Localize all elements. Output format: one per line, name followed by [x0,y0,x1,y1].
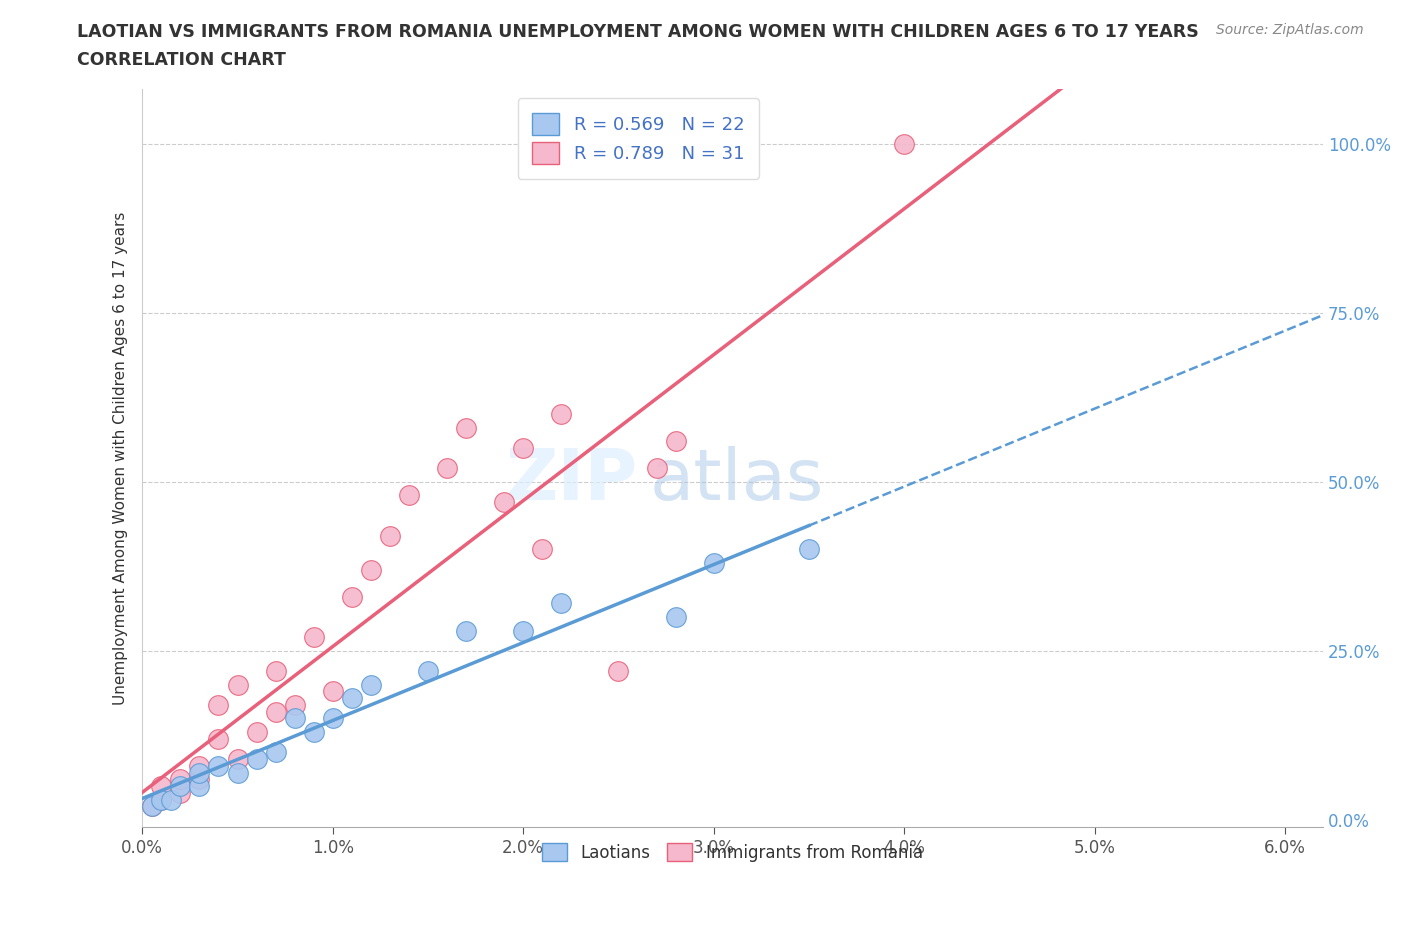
Point [169,778,191,793]
Point [160,792,183,807]
Point [512,441,534,456]
Point [150,792,173,807]
Point [264,745,287,760]
Point [188,772,211,787]
Point [360,563,382,578]
Point [302,724,325,739]
Point [703,555,725,570]
Point [398,488,420,503]
Point [302,630,325,644]
Point [797,542,820,557]
Point [512,623,534,638]
Text: CORRELATION CHART: CORRELATION CHART [77,51,287,69]
Point [264,704,287,719]
Point [340,691,363,706]
Point [494,495,516,510]
Point [264,664,287,679]
Text: ZIP: ZIP [506,445,638,514]
Point [284,698,307,712]
Point [207,698,229,712]
Point [893,136,915,151]
Point [454,623,477,638]
Point [340,590,363,604]
Text: LAOTIAN VS IMMIGRANTS FROM ROMANIA UNEMPLOYMENT AMONG WOMEN WITH CHILDREN AGES 6: LAOTIAN VS IMMIGRANTS FROM ROMANIA UNEMP… [77,23,1199,41]
Point [531,542,554,557]
Point [245,751,267,766]
Point [665,433,688,448]
Point [378,528,401,543]
Point [550,406,572,421]
Point [436,460,458,475]
Point [141,799,163,814]
Point [226,765,249,780]
Point [245,724,267,739]
Point [665,609,688,624]
Point [188,758,211,773]
Point [360,677,382,692]
Point [207,758,229,773]
Legend: Laotians, Immigrants from Romania: Laotians, Immigrants from Romania [534,835,931,870]
Point [150,778,173,793]
Point [322,684,344,698]
Y-axis label: Unemployment Among Women with Children Ages 6 to 17 years: Unemployment Among Women with Children A… [114,211,128,705]
Text: Source: ZipAtlas.com: Source: ZipAtlas.com [1216,23,1364,37]
Point [188,765,211,780]
Point [226,677,249,692]
Point [141,799,163,814]
Point [454,420,477,435]
Point [150,792,173,807]
Point [550,596,572,611]
Point [284,711,307,726]
Text: atlas: atlas [650,445,824,514]
Point [169,772,191,787]
Point [226,751,249,766]
Point [322,711,344,726]
Point [645,460,668,475]
Point [607,664,630,679]
Point [188,778,211,793]
Point [416,664,439,679]
Point [207,731,229,746]
Point [169,786,191,801]
